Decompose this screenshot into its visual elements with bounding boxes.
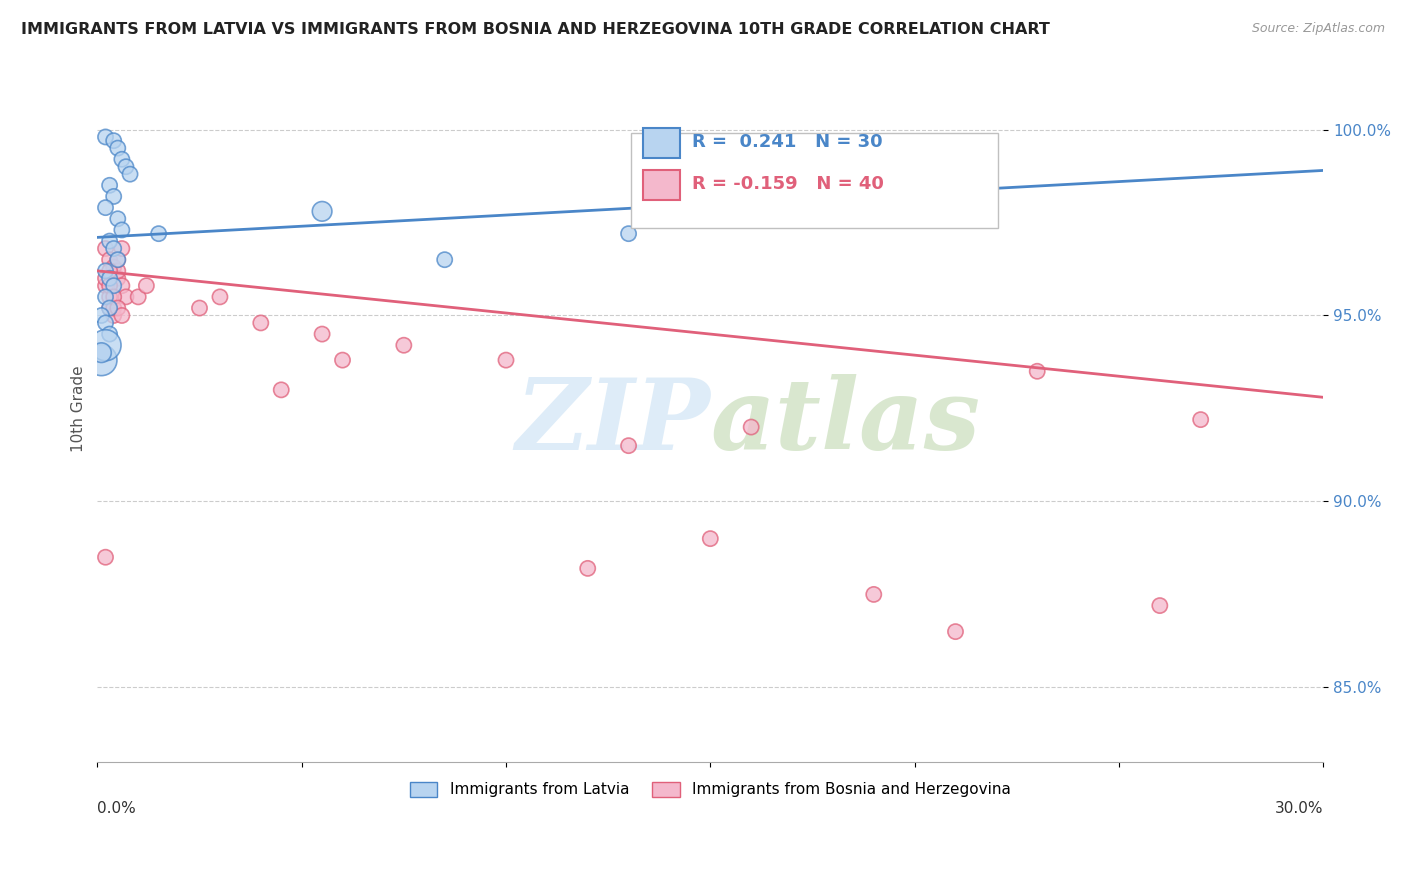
Point	[270, 383, 292, 397]
Point	[118, 167, 141, 181]
Point	[103, 290, 125, 304]
Point	[740, 211, 762, 226]
Point	[311, 327, 333, 342]
Point	[107, 252, 129, 267]
Point	[740, 420, 762, 434]
Point	[98, 301, 121, 315]
Y-axis label: 10th Grade: 10th Grade	[72, 365, 86, 451]
Point	[148, 227, 170, 241]
Point	[94, 130, 117, 145]
Point	[392, 338, 415, 352]
Point	[103, 260, 125, 274]
Point	[98, 178, 121, 193]
Point	[945, 624, 967, 639]
Point	[103, 301, 125, 315]
Point	[90, 345, 112, 359]
Point	[94, 550, 117, 565]
Text: 0.0%: 0.0%	[97, 801, 136, 815]
Point	[94, 278, 117, 293]
Point	[98, 301, 121, 315]
Point	[433, 252, 456, 267]
Point	[103, 189, 125, 203]
Point	[111, 278, 134, 293]
Point	[135, 278, 157, 293]
Legend: Immigrants from Latvia, Immigrants from Bosnia and Herzegovina: Immigrants from Latvia, Immigrants from …	[404, 775, 1017, 804]
Point	[111, 242, 134, 256]
Point	[576, 561, 599, 575]
Point	[98, 252, 121, 267]
Point	[98, 278, 121, 293]
Point	[1189, 412, 1212, 426]
Text: Source: ZipAtlas.com: Source: ZipAtlas.com	[1251, 22, 1385, 36]
Point	[107, 301, 129, 315]
Point	[332, 353, 354, 368]
Point	[107, 271, 129, 285]
Point	[94, 290, 117, 304]
Text: R = -0.159   N = 40: R = -0.159 N = 40	[692, 176, 884, 194]
Text: atlas: atlas	[710, 375, 980, 471]
Point	[111, 309, 134, 323]
Point	[107, 264, 129, 278]
Point	[115, 290, 138, 304]
Point	[103, 134, 125, 148]
Point	[98, 290, 121, 304]
Point	[94, 338, 117, 352]
Point	[311, 204, 333, 219]
Point	[127, 290, 149, 304]
Point	[90, 353, 112, 368]
Text: ZIP: ZIP	[516, 375, 710, 471]
Point	[111, 223, 134, 237]
Point	[115, 160, 138, 174]
Point	[98, 234, 121, 248]
Point	[107, 252, 129, 267]
Point	[103, 278, 125, 293]
Text: R =  0.241   N = 30: R = 0.241 N = 30	[692, 133, 883, 151]
Text: IMMIGRANTS FROM LATVIA VS IMMIGRANTS FROM BOSNIA AND HERZEGOVINA 10TH GRADE CORR: IMMIGRANTS FROM LATVIA VS IMMIGRANTS FRO…	[21, 22, 1050, 37]
FancyBboxPatch shape	[643, 170, 679, 200]
Point	[862, 587, 884, 601]
FancyBboxPatch shape	[643, 128, 679, 158]
Point	[90, 309, 112, 323]
Point	[495, 353, 517, 368]
Point	[1026, 364, 1049, 378]
Point	[98, 271, 121, 285]
Point	[617, 439, 640, 453]
Point	[249, 316, 271, 330]
Point	[699, 532, 721, 546]
Point	[1149, 599, 1171, 613]
Point	[103, 309, 125, 323]
Point	[617, 227, 640, 241]
Point	[107, 211, 129, 226]
FancyBboxPatch shape	[631, 133, 998, 228]
Point	[103, 242, 125, 256]
Point	[98, 264, 121, 278]
Point	[188, 301, 211, 315]
Point	[107, 141, 129, 155]
Point	[94, 264, 117, 278]
Text: 30.0%: 30.0%	[1275, 801, 1323, 815]
Point	[94, 242, 117, 256]
Point	[94, 316, 117, 330]
Point	[94, 201, 117, 215]
Point	[94, 271, 117, 285]
Point	[111, 153, 134, 167]
Point	[98, 327, 121, 342]
Point	[208, 290, 231, 304]
